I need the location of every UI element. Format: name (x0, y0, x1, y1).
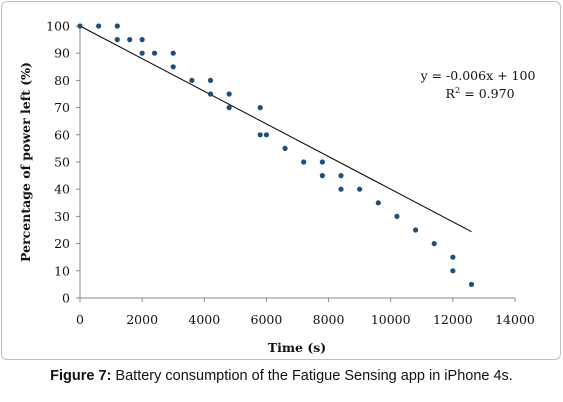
data-point (151, 50, 158, 56)
r-squared-label: R2 = 0.970 (445, 86, 514, 101)
x-tick-label: 6000 (251, 312, 283, 327)
y-ticks: 0 10 20 30 40 50 60 70 80 90 100 (46, 19, 80, 306)
y-tick-label: 20 (54, 236, 70, 251)
x-ticks: 0 2000 4000 6000 8000 10000 12000 14000 (76, 298, 535, 327)
data-point (96, 23, 102, 29)
y-tick-label: 70 (54, 100, 70, 115)
data-point (319, 173, 325, 179)
y-tick-label: 30 (54, 209, 70, 224)
data-point (170, 64, 176, 70)
data-point (468, 281, 475, 287)
y-tick-label: 100 (46, 19, 70, 34)
x-tick-label: 10000 (371, 312, 411, 327)
data-point (139, 50, 145, 56)
y-tick-label: 50 (54, 155, 70, 170)
y-tick-label: 10 (54, 263, 70, 278)
y-tick-label: 40 (54, 182, 70, 197)
data-point (319, 159, 325, 165)
x-axis-title: Time (s) (268, 340, 326, 355)
x-tick-label: 2000 (126, 312, 158, 327)
data-point (189, 77, 195, 83)
r-squared-value: = 0.970 (460, 86, 514, 101)
data-point (282, 145, 288, 151)
axes (79, 26, 515, 299)
trendline (79, 25, 472, 233)
r-squared-exponent: 2 (455, 86, 460, 96)
data-point (127, 37, 133, 43)
data-point (170, 50, 176, 56)
data-point (375, 200, 381, 206)
data-point (257, 132, 263, 138)
data-point (357, 186, 363, 192)
scatter-chart: 0 10 20 30 40 50 60 70 80 90 100 0 2000 4000 6000 8000… (18, 19, 536, 356)
data-point (139, 37, 145, 43)
y-tick-label: 80 (54, 73, 70, 88)
data-point (114, 37, 120, 43)
data-point (263, 132, 270, 138)
data-point (226, 105, 232, 111)
data-point (257, 105, 263, 111)
figure-caption-text: Battery consumption of the Fatigue Sensi… (111, 368, 513, 384)
data-point (431, 241, 437, 247)
data-point (338, 186, 344, 192)
data-point (450, 254, 456, 260)
data-point (450, 268, 456, 274)
chart-frame (1, 1, 561, 360)
r-squared-symbol: R (445, 86, 455, 101)
y-tick-label: 60 (54, 127, 70, 142)
trendline-equation: y = -0.006x + 100 (420, 68, 536, 83)
data-point (301, 159, 307, 165)
y-axis-title: Percentage of power left (%) (18, 62, 33, 262)
figure-caption-label: Figure 7: (50, 368, 112, 384)
x-tick-label: 0 (76, 312, 84, 327)
data-point (226, 91, 232, 97)
data-point (412, 227, 419, 233)
x-tick-label: 8000 (313, 312, 345, 327)
data-point (338, 173, 344, 179)
x-tick-label: 14000 (495, 312, 535, 327)
x-tick-label: 4000 (188, 312, 220, 327)
data-point (77, 23, 83, 29)
data-point (394, 213, 400, 219)
data-points (77, 23, 475, 287)
data-point (207, 91, 214, 97)
data-point (114, 23, 120, 29)
y-tick-label: 0 (62, 291, 70, 306)
y-tick-label: 90 (54, 46, 70, 61)
figure-caption: Figure 7: Battery consumption of the Fat… (0, 368, 563, 384)
data-point (207, 77, 214, 83)
x-tick-label: 12000 (433, 312, 473, 327)
